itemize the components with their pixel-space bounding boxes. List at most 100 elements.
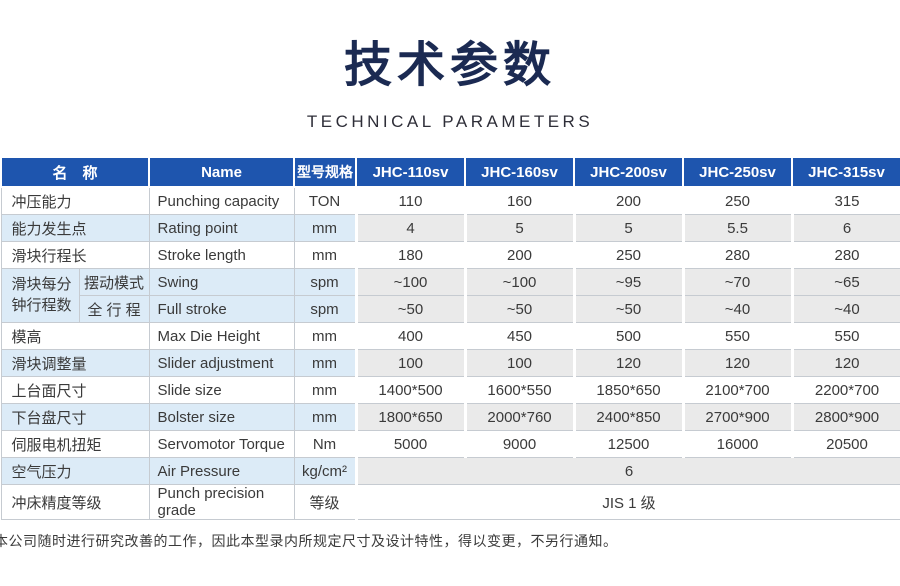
row-unit: mm [293,349,357,377]
page-title: 技术参数 [343,39,556,92]
column-header-name-en: Name [148,156,296,188]
column-header-model-110: JHC-110sv [355,156,467,188]
cell-value: 100 [354,349,466,377]
row-label-zh: 滑块行程长 [0,241,150,269]
row-label-en: Full stroke [148,295,295,323]
cell-value: 200 [463,241,575,269]
column-header-model-250: JHC-250sv [682,156,794,188]
row-label-en: Stroke length [148,241,295,269]
cell-value: 5 [572,214,684,242]
cell-value: 9000 [463,430,575,458]
cell-value: 1850*650 [572,376,684,404]
cell-value: 280 [681,241,793,269]
row-unit: mm [293,214,357,242]
table-row-punching-capacity: 冲压能力 Punching capacity TON 110 160 200 2… [0,186,900,215]
cell-value: 120 [681,349,793,377]
row-unit: mm [293,403,357,431]
row-label-zh: 上台面尺寸 [0,376,150,404]
cell-value: ~50 [572,295,684,323]
cell-value: ~100 [354,268,466,296]
table-row-stroke-length: 滑块行程长 Stroke length mm 180 200 250 280 2… [0,241,900,269]
row-label-en: Swing [148,268,295,296]
column-header-model-160: JHC-160sv [464,156,576,188]
cell-value: ~95 [572,268,684,296]
table-row-servomotor-torque: 伺服电机扭矩 Servomotor Torque Nm 5000 9000 12… [0,430,900,458]
cell-value: 2000*760 [463,403,575,431]
column-header-spec: 型号规格 [293,156,358,188]
cell-value: ~65 [790,268,900,296]
table-row-slider-adjustment: 滑块调整量 Slider adjustment mm 100 100 120 1… [0,349,900,377]
row-label-en: Slide size [148,376,295,404]
column-header-model-200: JHC-200sv [573,156,685,188]
row-label-en: Punch precision grade [148,484,295,520]
row-unit: mm [293,322,357,350]
cell-value: 2200*700 [790,376,900,404]
cell-value-merged: JIS 1 级 [354,484,900,520]
cell-value: 2100*700 [681,376,793,404]
disclaimer-text: 本公司随时进行研究改善的工作，因此本型录内所规定尺寸及设计特性，得以变更，不另行… [0,533,618,549]
cell-value: 250 [681,186,793,215]
cell-value: 5.5 [681,214,793,242]
row-label-zh: 滑块调整量 [0,349,150,377]
cell-value: 2800*900 [790,403,900,431]
cell-value: 550 [681,322,793,350]
cell-value: 4 [354,214,466,242]
row-unit: spm [293,268,357,296]
table-row-die-height: 模高 Max Die Height mm 400 450 500 550 550 [0,322,900,350]
column-header-model-315: JHC-315sv [791,156,900,188]
cell-value: 400 [354,322,466,350]
row-label-en: Punching capacity [148,186,295,215]
cell-value: 450 [463,322,575,350]
row-unit: 等级 [293,484,357,520]
cell-value: 1600*550 [463,376,575,404]
row-unit: kg/cm² [293,457,357,485]
cell-value: 550 [790,322,900,350]
row-unit: TON [293,186,357,215]
row-unit: mm [293,241,357,269]
cell-value: 5 [463,214,575,242]
cell-value: 200 [572,186,684,215]
cell-value: ~40 [681,295,793,323]
row-label-en: Servomotor Torque [148,430,295,458]
cell-value: 280 [790,241,900,269]
table-row-rating-point: 能力发生点 Rating point mm 4 5 5 5.5 6 [0,214,900,242]
cell-value: ~50 [354,295,466,323]
cell-value: 120 [790,349,900,377]
cell-value: 2700*900 [681,403,793,431]
cell-value: 180 [354,241,466,269]
table-row-swing: 滑块每分 钟行程数 摆动模式 Swing spm ~100 ~100 ~95 ~… [0,268,900,323]
cell-value: 6 [790,214,900,242]
row-unit: Nm [293,430,357,458]
row-label-zh: 冲压能力 [0,186,150,215]
cell-value: 110 [354,186,466,215]
row-label-zh: 模高 [0,322,150,350]
row-label-zh: 冲床精度等级 [0,484,150,520]
cell-value: 160 [463,186,575,215]
cell-value: 5000 [354,430,466,458]
header-row: 名 称 Name 型号规格 JHC-110sv JHC-160sv JHC-20… [0,156,900,188]
cell-value: 100 [463,349,575,377]
table-row-air-pressure: 空气压力 Air Pressure kg/cm² 6 [0,457,900,485]
cell-value: 315 [790,186,900,215]
cell-value: 120 [572,349,684,377]
row-label-zh: 空气压力 [0,457,150,485]
cell-value: 250 [572,241,684,269]
column-header-name-zh: 名 称 [0,156,151,188]
row-sublabel-zh: 摆动模式 [78,268,150,296]
cell-value: ~40 [790,295,900,323]
row-sublabel-zh: 全 行 程 [78,295,150,323]
cell-value: ~100 [463,268,575,296]
table-row-slide-size: 上台面尺寸 Slide size mm 1400*500 1600*550 18… [0,376,900,404]
row-label-zh: 伺服电机扭矩 [0,430,150,458]
row-label-zh: 能力发生点 [0,214,150,242]
row-label-zh-group: 滑块每分 钟行程数 [0,268,80,323]
row-unit: spm [293,295,357,323]
table-row-precision-grade: 冲床精度等级 Punch precision grade 等级 JIS 1 级 [0,484,900,520]
cell-value-merged: 6 [354,457,900,485]
cell-value: 16000 [681,430,793,458]
cell-value: 20500 [790,430,900,458]
cell-value: ~50 [463,295,575,323]
cell-value: 1800*650 [354,403,466,431]
cell-value: ~70 [681,268,793,296]
table-row-full-stroke: 全 行 程 Full stroke spm ~50 ~50 ~50 ~40 ~4… [1,295,900,323]
